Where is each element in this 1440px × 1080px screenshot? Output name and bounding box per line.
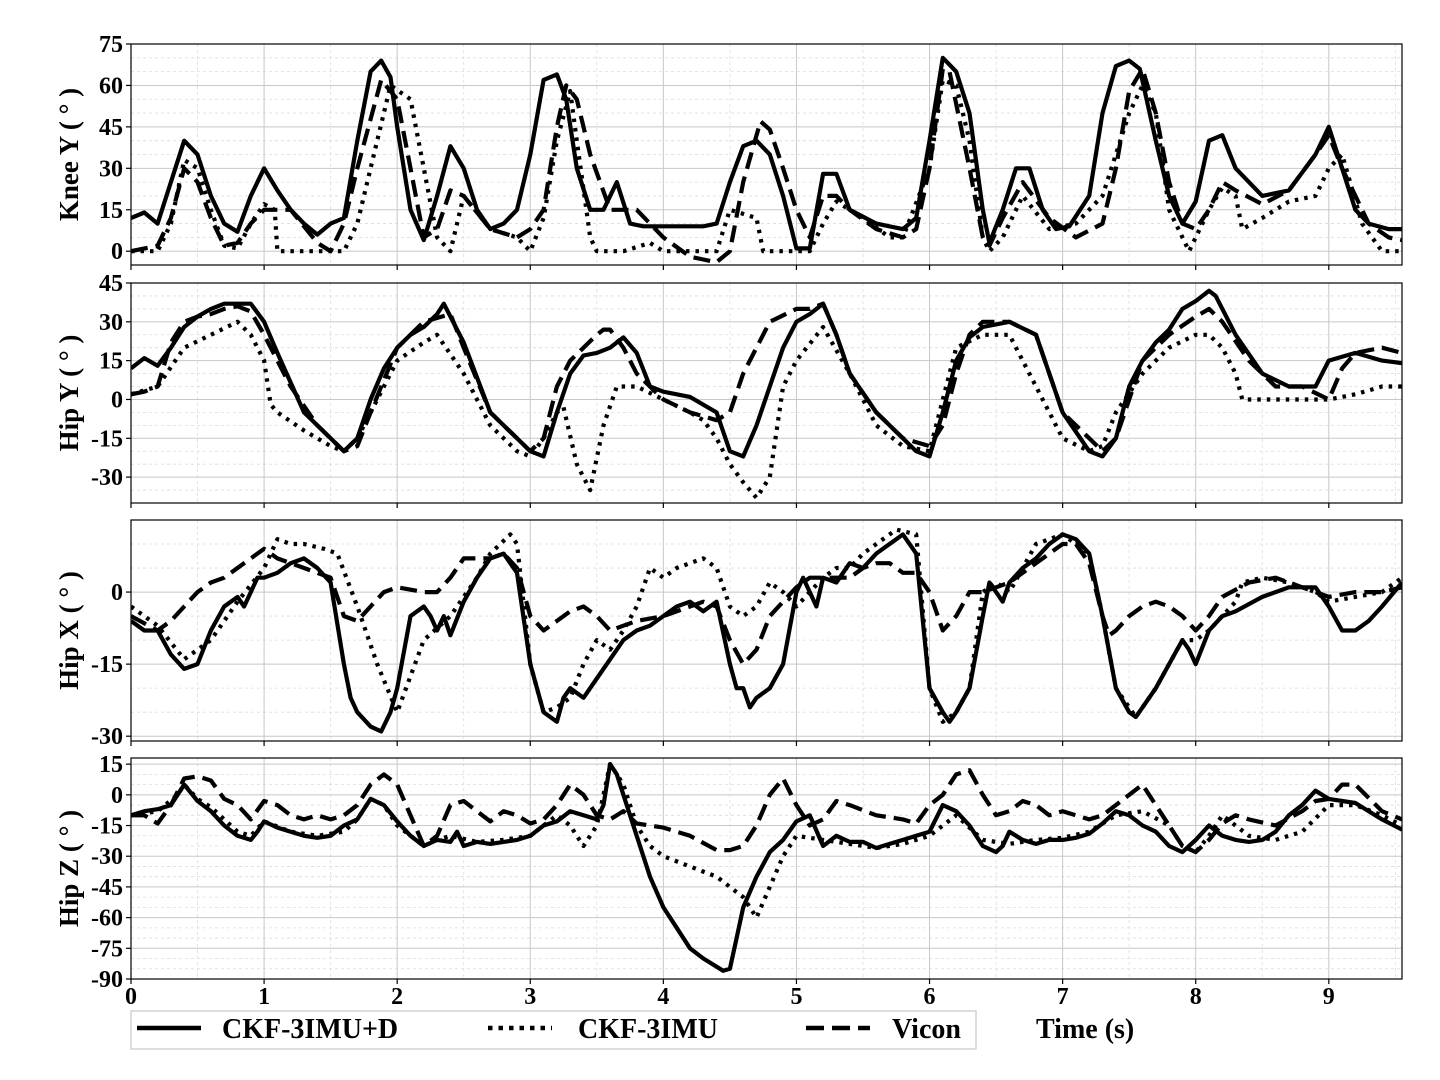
plot-frame [130, 757, 1403, 980]
y-tick-label: 0 [111, 783, 123, 809]
y-tick-label: -75 [91, 936, 123, 962]
plot-frame [130, 43, 1403, 266]
x-tick-label: 5 [790, 984, 802, 1010]
y-tick-label: -60 [91, 906, 123, 932]
y-tick-label: -15 [91, 652, 123, 678]
series-vicon-line [131, 541, 1402, 667]
y-tick-label: 75 [99, 32, 123, 58]
series-ckf-3imu-line [131, 527, 1402, 724]
y-axis-label-hip-z: Hip Z ( ° ) [54, 810, 84, 927]
y-tick-label: 30 [99, 156, 123, 182]
x-axis-label: Time (s) [1036, 1014, 1134, 1045]
series-ckf-3imu-d-line [131, 288, 1402, 459]
x-axis: 0 1 2 3 4 5 6 7 8 9 [125, 984, 1335, 1010]
y-tick-label: -30 [91, 724, 123, 750]
y-tick-label: 0 [111, 580, 123, 606]
panel-hip-x: -30 -15 0 Hip X ( ° ) [54, 519, 1403, 750]
series-ckf-3imu-line [131, 319, 1402, 500]
y-tick-label: 45 [99, 115, 123, 141]
series-vicon-line [131, 66, 1402, 265]
y-tick-label: -45 [91, 875, 123, 901]
y-tick-label: -15 [91, 426, 123, 452]
legend-label-vicon: Vicon [892, 1014, 961, 1045]
series-vicon-line [131, 768, 1402, 855]
y-axis-label-hip-y: Hip Y ( ° ) [54, 335, 84, 452]
legend-label-ckf-3imu-d: CKF-3IMU+D [222, 1014, 398, 1045]
x-tick-label: 8 [1190, 984, 1202, 1010]
series-ckf-3imu-d-line [131, 532, 1402, 734]
series-vicon-line [131, 301, 1402, 454]
x-tick-label: 3 [524, 984, 536, 1010]
panels: 0 15 30 45 60 75 Knee Y ( ° ) -30 -15 0 15 30 45 Hip … [54, 32, 1403, 993]
plot-frame [130, 519, 1403, 742]
panel-hip-y: -30 -15 0 15 30 45 Hip Y ( ° ) [54, 271, 1403, 508]
y-tick-label: 60 [99, 73, 123, 99]
plot-frame [130, 282, 1403, 504]
x-tick-label: 1 [258, 984, 270, 1010]
y-tick-label: 45 [99, 271, 123, 297]
panel-knee-y: 0 15 30 45 60 75 Knee Y ( ° ) [54, 32, 1403, 270]
x-tick-label: 4 [657, 984, 669, 1010]
legend-box [130, 1010, 977, 1050]
y-tick-label: -90 [91, 967, 123, 993]
y-axis-label-hip-x: Hip X ( ° ) [54, 571, 84, 690]
y-tick-label: 30 [99, 310, 123, 336]
y-tick-label: -30 [91, 844, 123, 870]
x-tick-label: 0 [125, 984, 137, 1010]
legend: CKF-3IMU+D CKF-3IMU Vicon [130, 1010, 977, 1050]
series-ckf-3imu-line [131, 77, 1402, 254]
x-tick-label: 7 [1057, 984, 1069, 1010]
y-tick-label: -15 [91, 814, 123, 840]
legend-label-ckf-3imu: CKF-3IMU [578, 1014, 718, 1045]
y-tick-label: -30 [91, 465, 123, 491]
y-axis-label-knee-y: Knee Y ( ° ) [54, 88, 84, 221]
y-tick-label: 15 [99, 198, 123, 224]
panel-hip-z: -90 -75 -60 -45 -30 -15 0 15 Hip Z ( ° ) [54, 752, 1403, 993]
x-tick-label: 9 [1323, 984, 1335, 1010]
y-tick-label: 0 [111, 239, 123, 265]
x-tick-label: 2 [391, 984, 403, 1010]
series-ckf-3imu-line [131, 761, 1402, 920]
y-tick-label: 15 [99, 349, 123, 375]
series-ckf-3imu-d-line [131, 55, 1402, 251]
y-tick-label: 15 [99, 752, 123, 778]
x-tick-label: 6 [924, 984, 936, 1010]
y-tick-label: 0 [111, 387, 123, 413]
series-ckf-3imu-d-line [131, 761, 1402, 973]
